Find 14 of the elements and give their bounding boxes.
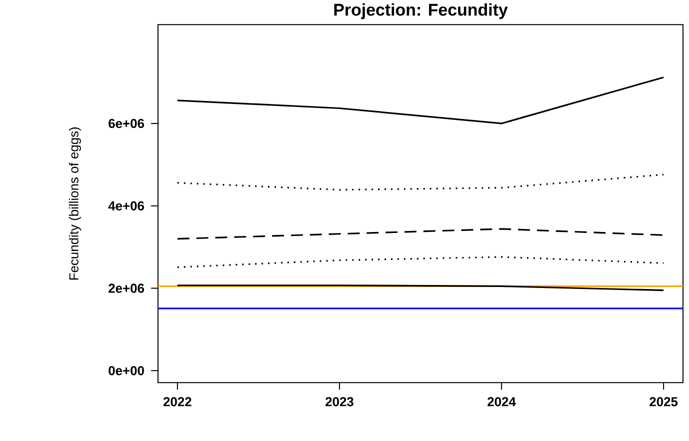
y-tick-label: 6e+06 <box>108 119 144 128</box>
y-tick-label: 0e+00 <box>108 366 144 376</box>
line-series <box>176 76 664 124</box>
x-tick-label: 2022 <box>163 397 192 406</box>
y-tick-label: 2e+06 <box>108 284 144 294</box>
x-tick-label: 2024 <box>488 397 516 406</box>
x-tick-label: 2023 <box>326 397 354 406</box>
line-series <box>176 256 664 268</box>
line-series <box>176 174 664 191</box>
y-tick-label: 4e+06 <box>108 201 144 211</box>
line-series <box>176 228 664 240</box>
x-tick-label: 2025 <box>650 397 678 406</box>
y-axis-title: Fecundity (billions of eggs) <box>68 128 81 280</box>
chart-title: Projection: Fecundity <box>334 4 508 20</box>
